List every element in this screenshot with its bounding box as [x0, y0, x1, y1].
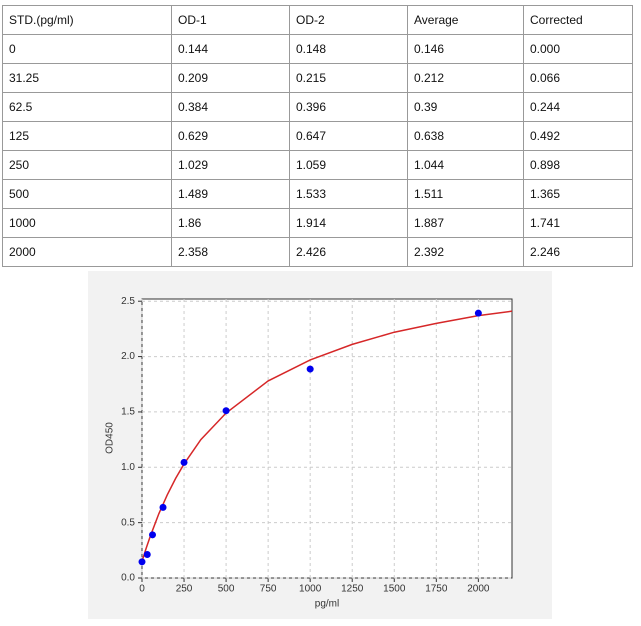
y-tick-label: 0.0 — [121, 573, 135, 584]
cell: 0.215 — [289, 63, 408, 93]
cell: 2000 — [2, 237, 172, 267]
data-point — [306, 365, 314, 373]
cell: 500 — [2, 179, 172, 209]
cell: 2.246 — [523, 237, 633, 267]
x-tick-label: 250 — [176, 584, 193, 595]
data-point — [143, 551, 151, 559]
cell: 62.5 — [2, 92, 172, 122]
cell: STD.(pg/ml) — [2, 5, 172, 35]
cell: 1.887 — [407, 208, 524, 238]
x-tick-label: 750 — [260, 584, 277, 595]
data-point — [149, 531, 157, 539]
cell: 1000 — [2, 208, 172, 238]
data-point — [474, 309, 482, 317]
x-tick-label: 500 — [218, 584, 235, 595]
header-row: STD.(pg/ml) OD-1 OD-2 Average Corrected — [2, 5, 633, 35]
cell: 1.365 — [523, 179, 633, 209]
x-tick-label: 1250 — [341, 584, 364, 595]
cell: 0.898 — [523, 150, 633, 180]
x-axis-label: pg/ml — [315, 599, 339, 610]
x-tick-label: 1750 — [425, 584, 448, 595]
cell: 0.212 — [407, 63, 524, 93]
data-point — [138, 558, 146, 566]
y-tick-label: 2.0 — [121, 351, 135, 362]
y-tick-label: 0.5 — [121, 517, 135, 528]
cell: 2.392 — [407, 237, 524, 267]
y-tick-label: 1.0 — [121, 462, 135, 473]
x-tick-label: 1000 — [299, 584, 322, 595]
cell: 1.029 — [171, 150, 290, 180]
plot-area — [141, 298, 513, 579]
y-tick-label: 2.5 — [121, 296, 135, 307]
data-table: STD.(pg/ml) OD-1 OD-2 Average Corrected 0 0.14… — [2, 5, 633, 267]
table-row: 1000 1.86 1.914 1.887 1.741 — [2, 208, 633, 238]
x-tick-label: 0 — [139, 584, 145, 595]
cell: 0.629 — [171, 121, 290, 151]
data-point — [222, 407, 230, 415]
cell: 0.148 — [289, 34, 408, 64]
cell: 1.044 — [407, 150, 524, 180]
table-row: 2000 2.358 2.426 2.392 2.246 — [2, 237, 633, 267]
y-axis-label: OD450 — [105, 422, 116, 454]
cell: 0.144 — [171, 34, 290, 64]
cell: Corrected — [523, 5, 633, 35]
x-tick-label: 1500 — [383, 584, 406, 595]
fit-curve — [141, 310, 513, 562]
cell: 0.39 — [407, 92, 524, 122]
cell: 1.741 — [523, 208, 633, 238]
table-row: 0 0.144 0.148 0.146 0.000 — [2, 34, 633, 64]
y-tick-label: 1.5 — [121, 407, 135, 418]
cell: 2.358 — [171, 237, 290, 267]
x-tick-label: 2000 — [467, 584, 490, 595]
cell: 0.396 — [289, 92, 408, 122]
table-row: 62.5 0.384 0.396 0.39 0.244 — [2, 92, 633, 122]
cell: Average — [407, 5, 524, 35]
cell: OD-1 — [171, 5, 290, 35]
data-point — [180, 458, 188, 466]
cell: 0.638 — [407, 121, 524, 151]
data-point — [159, 503, 167, 511]
